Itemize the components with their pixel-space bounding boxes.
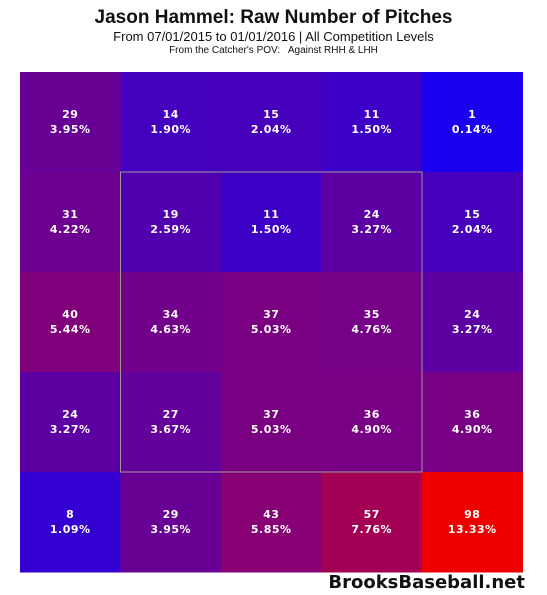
cell-count-r3-c5: 24	[464, 308, 480, 321]
heatmap-cell-r2-c1	[20, 172, 121, 273]
cell-percent-r1-c4: 1.50%	[351, 123, 392, 136]
heatmap-cell-r1-c1	[20, 72, 121, 173]
heatmap-cell-r1-c4	[321, 72, 423, 173]
cell-percent-r4-c3: 5.03%	[251, 423, 292, 436]
cell-percent-r2-c1: 4.22%	[50, 223, 91, 236]
heatmap-cell-r4-c2	[120, 372, 222, 473]
cell-count-r3-c2: 34	[163, 308, 179, 321]
heatmap-cell-r5-c4	[321, 472, 423, 573]
chart-subtitle: From 07/01/2015 to 01/01/2016 | All Comp…	[113, 29, 434, 44]
cell-count-r5-c1: 8	[66, 508, 74, 521]
cell-percent-r2-c5: 2.04%	[452, 223, 493, 236]
heatmap-cell-r3-c2	[120, 272, 222, 373]
cell-count-r1-c2: 14	[163, 108, 179, 121]
heatmap-cell-r5-c5	[422, 472, 523, 573]
cell-count-r5-c4: 57	[364, 508, 380, 521]
heatmap-cell-r2-c4	[321, 172, 423, 273]
cell-count-r2-c3: 11	[263, 208, 279, 221]
heatmap-cell-r2-c3	[221, 172, 322, 273]
chart-title: Jason Hammel: Raw Number of Pitches	[94, 7, 453, 28]
cell-count-r4-c4: 36	[364, 408, 380, 421]
cell-percent-r4-c4: 4.90%	[351, 423, 392, 436]
heatmap-cell-r5-c1	[20, 472, 121, 573]
heatmap-cell-r4-c4	[321, 372, 423, 473]
cell-percent-r4-c1: 3.27%	[50, 423, 91, 436]
strike-zone-outline	[120, 171, 423, 473]
heatmap-cell-r4-c5	[422, 372, 523, 473]
cell-percent-r1-c2: 1.90%	[150, 123, 191, 136]
cell-count-r1-c3: 15	[263, 108, 279, 121]
heatmap-cell-r1-c2	[120, 72, 222, 173]
cell-percent-r2-c2: 2.59%	[150, 223, 191, 236]
cell-percent-r3-c1: 5.44%	[50, 323, 91, 336]
cell-count-r3-c1: 40	[62, 308, 78, 321]
cell-percent-r1-c1: 3.95%	[50, 123, 91, 136]
cell-percent-r5-c3: 5.85%	[251, 523, 292, 536]
cell-count-r5-c5: 98	[464, 508, 480, 521]
cell-count-r5-c3: 43	[263, 508, 279, 521]
heatmap-cell-r4-c3	[221, 372, 322, 473]
cell-percent-r1-c5: 0.14%	[452, 123, 493, 136]
heatmap-cell-r3-c5	[422, 272, 523, 373]
heatmap-cell-r5-c2	[120, 472, 222, 573]
heatmap-cell-r3-c1	[20, 272, 121, 373]
heatmap-cell-r4-c1	[20, 372, 121, 473]
cell-count-r2-c5: 15	[464, 208, 480, 221]
cell-count-r2-c2: 19	[163, 208, 179, 221]
pov-caption: From the Catcher's POV: Against RHH & LH…	[169, 45, 378, 56]
cell-count-r3-c4: 35	[364, 308, 380, 321]
cell-count-r4-c2: 27	[163, 408, 179, 421]
heatmap-cell-r2-c5	[422, 172, 523, 273]
cell-percent-r1-c3: 2.04%	[251, 123, 292, 136]
cell-count-r4-c1: 24	[62, 408, 78, 421]
brooksbaseball-watermark: BrooksBaseball.net	[328, 572, 525, 593]
cell-count-r4-c5: 36	[464, 408, 480, 421]
cell-percent-r3-c3: 5.03%	[251, 323, 292, 336]
cell-percent-r2-c3: 1.50%	[251, 223, 292, 236]
cell-percent-r3-c2: 4.63%	[150, 323, 191, 336]
cell-percent-r5-c5: 13.33%	[448, 523, 497, 536]
heatmap-cell-r1-c3	[221, 72, 322, 173]
cell-percent-r2-c4: 3.27%	[351, 223, 392, 236]
heatmap-cell-r3-c4	[321, 272, 423, 373]
cell-percent-r4-c5: 4.90%	[452, 423, 493, 436]
heatmap-cell-r2-c2	[120, 172, 222, 273]
cell-percent-r4-c2: 3.67%	[150, 423, 191, 436]
cell-count-r4-c3: 37	[263, 408, 279, 421]
heatmap-cell-r5-c3	[221, 472, 322, 573]
cell-count-r1-c1: 29	[62, 108, 78, 121]
cell-percent-r3-c4: 4.76%	[351, 323, 392, 336]
cell-percent-r5-c4: 7.76%	[351, 523, 392, 536]
heatmap-cell-r3-c3	[221, 272, 322, 373]
cell-percent-r5-c2: 3.95%	[150, 523, 191, 536]
cell-count-r3-c3: 37	[263, 308, 279, 321]
cell-percent-r5-c1: 1.09%	[50, 523, 91, 536]
cell-count-r1-c4: 11	[364, 108, 380, 121]
cell-count-r1-c5: 1	[468, 108, 476, 121]
pitch-heatmap: 29 3.95% 14 1.90% 15 2.04% 11 1.50% 1 0.14% 31 4.22…	[20, 72, 523, 573]
cell-count-r5-c2: 29	[163, 508, 179, 521]
cell-count-r2-c1: 31	[62, 208, 78, 221]
heatmap-cell-r1-c5	[422, 72, 523, 173]
cell-percent-r3-c5: 3.27%	[452, 323, 493, 336]
cell-count-r2-c4: 24	[364, 208, 380, 221]
